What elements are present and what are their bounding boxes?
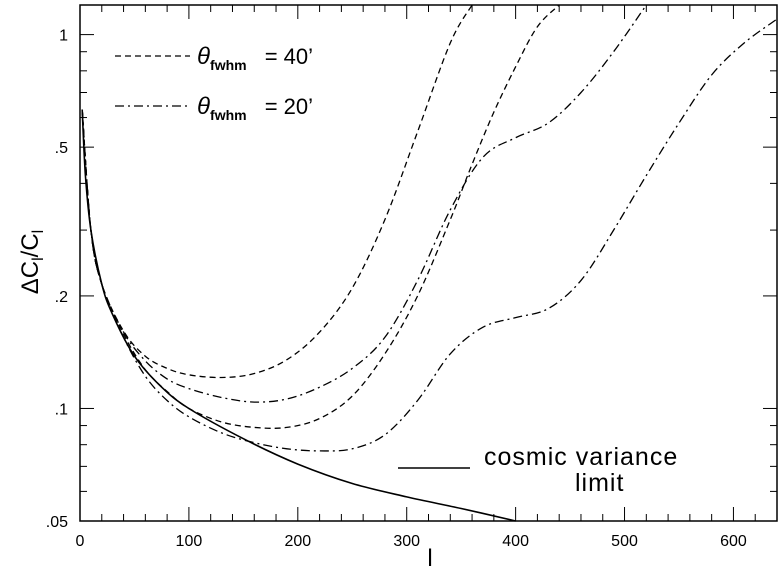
y-tick-label: .05 bbox=[46, 514, 68, 531]
series-line-4-dashdot bbox=[81, 18, 778, 452]
series-group bbox=[81, 4, 778, 522]
series-line-3-dashdot bbox=[81, 4, 647, 403]
legend-label-40: θfwhm = 40’ bbox=[197, 43, 313, 73]
series-line-2-dashed bbox=[81, 4, 560, 429]
x-tick-label: 400 bbox=[502, 533, 529, 550]
y-tick-label: .1 bbox=[55, 401, 68, 418]
y-tick-label: .5 bbox=[55, 140, 68, 157]
x-tick-label: 200 bbox=[284, 533, 311, 550]
annotation-line2: limit bbox=[575, 469, 624, 497]
x-tick-label: 0 bbox=[76, 533, 85, 550]
ticks: 0 100 200 300 400 500 600 .05 .1 .2 .5 1 bbox=[46, 5, 778, 550]
cosmic-variance-annotation: cosmic variance limit bbox=[398, 443, 678, 497]
annotation-line1: cosmic variance bbox=[484, 443, 678, 471]
x-tick-label: 500 bbox=[611, 533, 638, 550]
y-tick-label: 1 bbox=[59, 28, 68, 45]
x-axis-title: l bbox=[427, 545, 432, 571]
y-axis-title: ΔCl/Cl bbox=[17, 230, 47, 295]
series-line-0-solid bbox=[81, 109, 516, 522]
x-tick-label: 600 bbox=[720, 533, 747, 550]
y-tick-label: .2 bbox=[55, 289, 68, 306]
legend-label-20: θfwhm = 20’ bbox=[197, 93, 313, 123]
x-tick-label: 100 bbox=[176, 533, 203, 550]
x-tick-label: 300 bbox=[393, 533, 420, 550]
legend: θfwhm = 40’ θfwhm = 20’ bbox=[115, 43, 313, 123]
